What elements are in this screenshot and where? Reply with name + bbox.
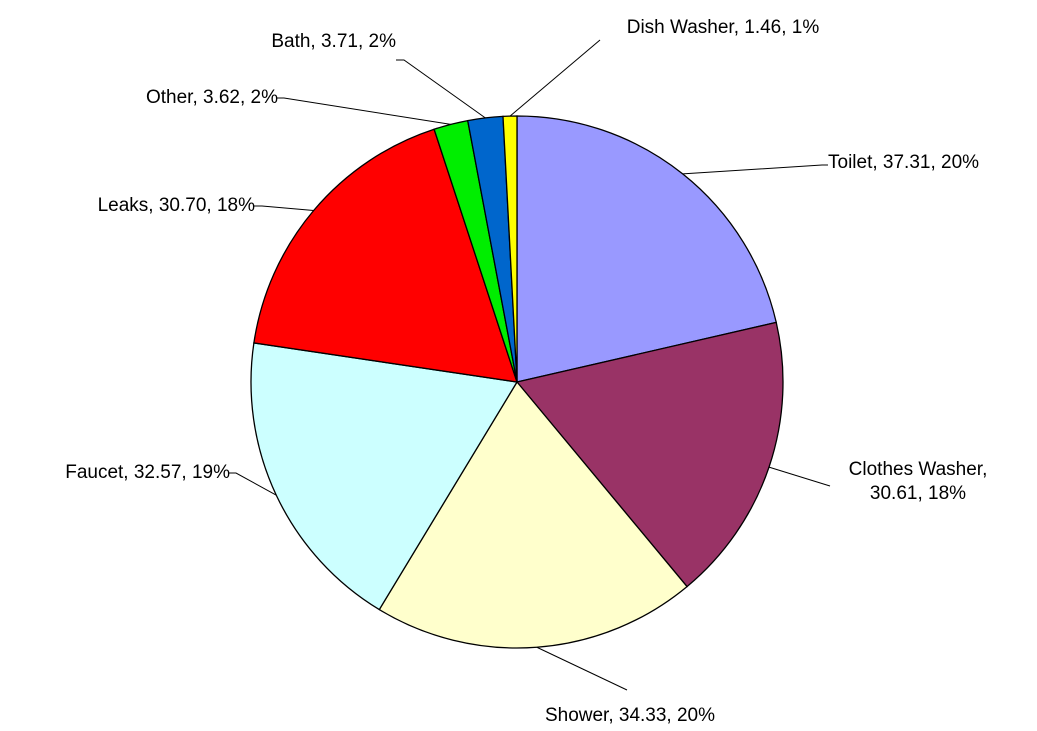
data-label: Leaks, 30.70, 18% <box>97 195 255 216</box>
data-label: Other, 3.62, 2% <box>145 87 278 108</box>
leader-line <box>228 472 277 496</box>
leader-line <box>276 97 451 125</box>
leader-line <box>254 205 314 212</box>
pie-slice <box>516 115 778 383</box>
leader-line <box>396 59 486 119</box>
data-label: Shower, 34.33, 20% <box>544 705 716 726</box>
leader-line <box>536 646 628 691</box>
pie-slice <box>250 342 519 611</box>
leader-line <box>682 164 828 175</box>
data-label: Bath, 3.71, 2% <box>271 31 396 52</box>
pie-slice <box>378 380 688 649</box>
data-label: Faucet, 32.57, 19% <box>65 462 230 483</box>
leader-line <box>768 466 831 487</box>
data-label: Clothes Washer, 30.61, 18% <box>848 459 988 504</box>
data-label: Dish Washer, 1.46, 1% <box>626 17 820 38</box>
leader-line <box>509 39 601 117</box>
data-label: Toilet, 37.31, 20% <box>828 152 980 173</box>
